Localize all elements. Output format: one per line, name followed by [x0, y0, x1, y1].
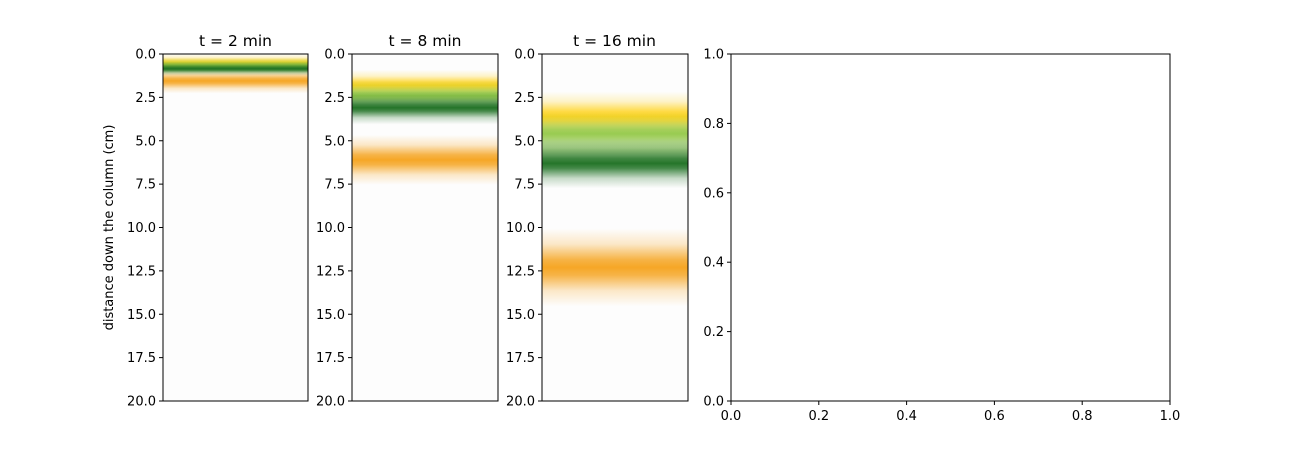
column-background	[163, 54, 308, 401]
panel-title: t = 2 min	[199, 32, 272, 50]
y-tick-label: 12.5	[127, 264, 156, 279]
y-tick-label: 0.0	[703, 395, 724, 410]
y-tick-label: 20.0	[127, 395, 156, 410]
y-tick-label: 0.0	[514, 48, 535, 63]
y-axis: 0.0 2.5 5.0 7.5 10.0 12.5 15.0 17.5 20.0	[506, 48, 542, 410]
y-tick-label: 1.0	[703, 48, 724, 63]
y-tick-label: 17.5	[316, 351, 345, 366]
x-tick-label: 0.2	[808, 409, 829, 424]
band-layer	[542, 91, 688, 307]
y-tick-label: 0.6	[703, 186, 724, 201]
y-tick-label: 2.5	[324, 91, 345, 106]
y-axis: 0.0 0.2 0.4 0.6 0.8 1.0	[703, 48, 731, 410]
band-4	[163, 61, 308, 76]
y-tick-label: 0.0	[135, 48, 156, 63]
band-4	[542, 138, 688, 189]
y-tick-label: 0.0	[324, 48, 345, 63]
y-axis: 0.0 2.5 5.0 7.5 10.0 12.5 15.0 17.5 20.0	[127, 48, 163, 410]
y-tick-label: 17.5	[127, 351, 156, 366]
y-axis: 0.0 2.5 5.0 7.5 10.0 12.5 15.0 17.5 20.0	[316, 48, 352, 410]
x-tick-label: 0.6	[984, 409, 1005, 424]
band-layer	[352, 69, 498, 185]
axes-frame	[730, 53, 1171, 402]
y-tick-label: 10.0	[316, 221, 345, 236]
panel-empty: 0.0 0.2 0.4 0.6 0.8 1.0 0.0 0.2 0.4 0.6 0.8 1.0	[703, 48, 1180, 425]
x-tick-label: 0.0	[721, 409, 742, 424]
y-tick-label: 7.5	[324, 178, 345, 193]
y-tick-label: 20.0	[506, 395, 535, 410]
y-tick-label: 5.0	[135, 134, 156, 149]
panel-t16: t = 16 min 0.0 2.5 5.0 7.5 10.0 12.5 15.0 17.5 2…	[506, 32, 689, 410]
y-tick-label: 12.5	[316, 264, 345, 279]
x-tick-label: 0.4	[896, 409, 917, 424]
band-4	[352, 134, 498, 185]
panel-t8: t = 8 min 0.0 2.5 5.0 7.5 10.0 12.5 15.0 17.5 20…	[316, 32, 499, 410]
y-axis-label: distance down the column (cm)	[102, 125, 117, 331]
y-tick-label: 7.5	[135, 178, 156, 193]
band-5	[542, 228, 688, 307]
y-tick-label: 17.5	[506, 351, 535, 366]
y-tick-label: 0.2	[703, 325, 724, 340]
y-tick-label: 15.0	[316, 308, 345, 323]
x-tick-label: 0.8	[1072, 409, 1093, 424]
panel-title: t = 8 min	[389, 32, 462, 50]
band-3	[352, 91, 498, 125]
y-tick-label: 5.0	[514, 134, 535, 149]
y-tick-label: 10.0	[506, 221, 535, 236]
y-tick-label: 2.5	[135, 91, 156, 106]
band-layer	[163, 54, 308, 94]
y-tick-label: 15.0	[506, 308, 535, 323]
y-tick-label: 7.5	[514, 178, 535, 193]
panel-title: t = 16 min	[573, 32, 656, 50]
y-tick-label: 0.8	[703, 117, 724, 132]
y-tick-label: 5.0	[324, 134, 345, 149]
y-tick-label: 2.5	[514, 91, 535, 106]
y-tick-label: 15.0	[127, 308, 156, 323]
y-tick-label: 0.4	[703, 256, 724, 271]
panel-t2: t = 2 min 0.0 2.5 5.0 7.5 10.0 12.5 15.0 17.5 20…	[102, 32, 309, 410]
x-axis: 0.0 0.2 0.4 0.6 0.8 1.0	[721, 401, 1181, 424]
y-tick-label: 10.0	[127, 221, 156, 236]
y-tick-label: 12.5	[506, 264, 535, 279]
x-tick-label: 1.0	[1160, 409, 1181, 424]
y-tick-label: 20.0	[316, 395, 345, 410]
